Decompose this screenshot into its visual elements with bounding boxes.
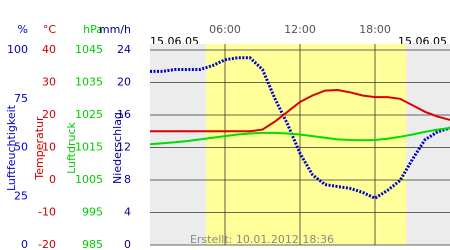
y-tick-label: 0: [124, 238, 131, 250]
axis-unit: hPa: [83, 23, 103, 36]
axis-label: Luftfeuchtigkeit: [5, 104, 18, 191]
y-tick-label: -10: [38, 206, 56, 219]
y-tick-label: 50: [14, 141, 28, 154]
y-tick-label: 0: [21, 238, 28, 250]
y-tick-label: 24: [117, 43, 131, 56]
y-tick-label: 0: [49, 173, 56, 186]
y-tick-label: 100: [7, 43, 28, 56]
y-tick-label: 1015: [75, 141, 103, 154]
daylight: [206, 44, 407, 245]
y-tick-label: 1025: [75, 108, 103, 121]
x-tick-label: 06:00: [209, 23, 241, 36]
series-line: [150, 88, 450, 133]
series-line: [150, 56, 450, 200]
series-line: [149, 127, 450, 146]
axis-unit: mm/h: [99, 23, 131, 36]
y-tick-label: 16: [117, 108, 131, 121]
axis-label: Luftdruck: [65, 121, 78, 173]
axis-unit: °C: [43, 23, 57, 36]
y-tick-label: 25: [14, 189, 28, 202]
y-tick-label: 30: [42, 76, 56, 89]
y-tick-label: -20: [38, 238, 56, 250]
x-tick-label: 12:00: [284, 23, 316, 36]
y-tick-label: 1045: [75, 43, 103, 56]
axis-label: Temperatur: [33, 116, 46, 181]
y-tick-label: 8: [124, 173, 131, 186]
y-tick-label: 4: [124, 206, 131, 219]
axis-unit: %: [18, 23, 28, 36]
y-tick-label: 20: [117, 76, 131, 89]
y-tick-label: 995: [82, 206, 103, 219]
y-tick-label: 40: [42, 43, 56, 56]
y-tick-label: 12: [117, 141, 131, 154]
footer: Erstellt: 10.01.2012 18:36: [190, 233, 334, 246]
y-tick-label: 1005: [75, 173, 103, 186]
y-tick-label: 75: [14, 92, 28, 105]
y-tick-label: 20: [42, 108, 56, 121]
axis-label: Niederschlag: [111, 112, 124, 184]
y-tick-label: 10: [42, 141, 56, 154]
y-tick-label: 1035: [75, 76, 103, 89]
y-tick-label: 985: [82, 238, 103, 250]
x-tick-label: 18:00: [359, 23, 391, 36]
